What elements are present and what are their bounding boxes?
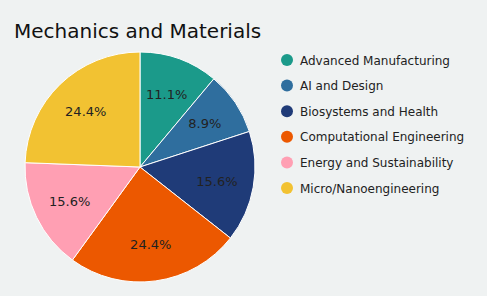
- legend: Advanced Manufacturing AI and Design Biosy…: [281, 54, 464, 196]
- data-label: 15.6%: [49, 194, 90, 209]
- legend-swatch: [281, 182, 293, 194]
- legend-swatch: [281, 80, 293, 92]
- legend-label: AI and Design: [300, 79, 383, 93]
- chart-root: Mechanics and Materials 11.1%8.9% 15.6% 24.…: [0, 0, 487, 296]
- legend-label: Computational Engineering: [300, 130, 464, 144]
- slice: [25, 163, 140, 260]
- data-label: 24.4%: [65, 104, 106, 119]
- data-label: 15.6%: [196, 174, 237, 189]
- chart-svg: Mechanics and Materials 11.1%8.9% 15.6% 24.…: [0, 0, 487, 296]
- slices: [25, 52, 255, 282]
- legend-swatch: [281, 54, 293, 66]
- legend-label: Biosystems and Health: [300, 105, 438, 119]
- data-label: 11.1%: [146, 87, 187, 102]
- data-labels: 11.1%8.9% 15.6% 24.4% 15.6% 24.4%: [49, 87, 238, 253]
- background: [0, 0, 487, 296]
- data-label: 24.4%: [130, 237, 171, 252]
- data-label: 8.9%: [188, 116, 221, 131]
- legend-swatch: [281, 105, 293, 117]
- legend-swatch: [281, 131, 293, 143]
- legend-label: Micro/Nanoengineering: [300, 182, 439, 196]
- slice: [25, 52, 140, 167]
- legend-label: Advanced Manufacturing: [300, 54, 450, 68]
- legend-label: Energy and Sustainability: [300, 156, 453, 170]
- title: Mechanics and Materials: [14, 19, 261, 43]
- legend-swatch: [281, 156, 293, 168]
